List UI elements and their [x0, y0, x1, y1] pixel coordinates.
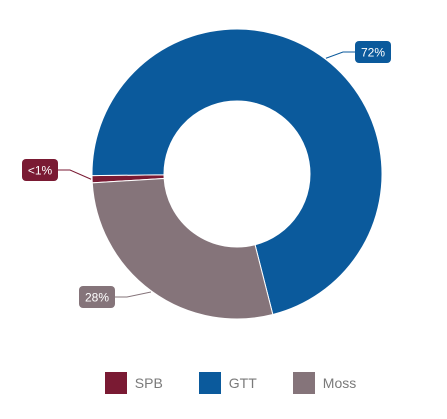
data-label-box-spb	[22, 159, 58, 181]
label-connector-gtt	[325, 51, 355, 59]
legend: SPB GTT Moss	[0, 372, 447, 394]
data-label-gtt: 72%	[361, 46, 385, 60]
legend-item-spb[interactable]: SPB	[104, 372, 163, 394]
data-label-box-gtt	[355, 41, 391, 63]
legend-item-gtt[interactable]: GTT	[198, 372, 257, 394]
data-label-spb: <1%	[28, 164, 53, 178]
label-connector-moss	[115, 291, 152, 298]
chart-canvas: <1% 72% 28%	[22, 28, 391, 320]
legend-label-gtt: GTT	[228, 375, 257, 391]
legend-swatch-spb	[104, 372, 127, 394]
legend-label-spb: SPB	[134, 375, 163, 391]
legend-swatch-moss	[292, 372, 315, 394]
label-connector-spb	[58, 169, 92, 180]
slice-moss[interactable]	[91, 177, 274, 320]
legend-swatch-gtt	[198, 372, 221, 394]
data-label-moss: 28%	[85, 291, 109, 305]
data-label-box-moss	[79, 286, 115, 308]
legend-item-moss[interactable]: Moss	[292, 372, 357, 394]
slice-gtt[interactable]	[91, 28, 383, 316]
legend-label-moss: Moss	[322, 375, 357, 391]
